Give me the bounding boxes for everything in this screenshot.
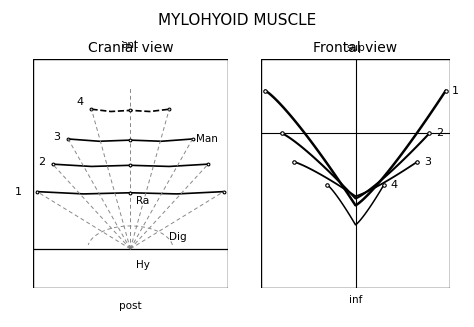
Text: 1: 1 <box>452 86 459 96</box>
Text: Hy: Hy <box>136 260 150 270</box>
Text: MYLOHYOID MUSCLE: MYLOHYOID MUSCLE <box>158 13 316 28</box>
Text: 4: 4 <box>391 180 398 190</box>
Title: Cranial view: Cranial view <box>88 41 173 55</box>
Text: post: post <box>119 301 142 312</box>
Text: Man: Man <box>196 134 219 144</box>
Text: ant: ant <box>122 40 139 50</box>
Text: 1: 1 <box>15 187 21 197</box>
Text: 4: 4 <box>77 97 84 107</box>
Text: Dig: Dig <box>169 232 187 242</box>
Text: Ra: Ra <box>136 196 149 206</box>
Title: Frontal view: Frontal view <box>313 41 398 55</box>
Text: sup: sup <box>346 43 365 53</box>
Text: 3: 3 <box>424 157 431 167</box>
Text: 3: 3 <box>54 132 60 142</box>
Text: 2: 2 <box>436 128 443 138</box>
Text: 2: 2 <box>38 157 45 167</box>
Text: inf: inf <box>349 295 362 305</box>
